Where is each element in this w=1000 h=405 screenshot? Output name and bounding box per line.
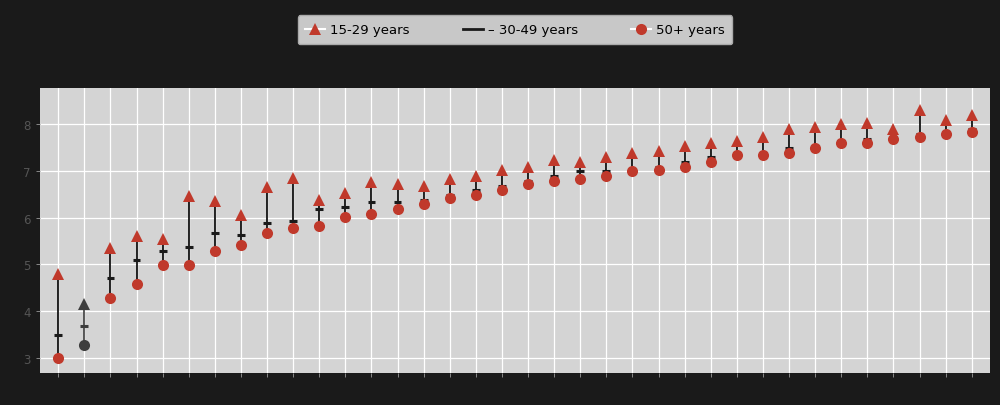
Legend: 15-29 years, – 30-49 years, 50+ years: 15-29 years, – 30-49 years, 50+ years <box>298 16 732 45</box>
